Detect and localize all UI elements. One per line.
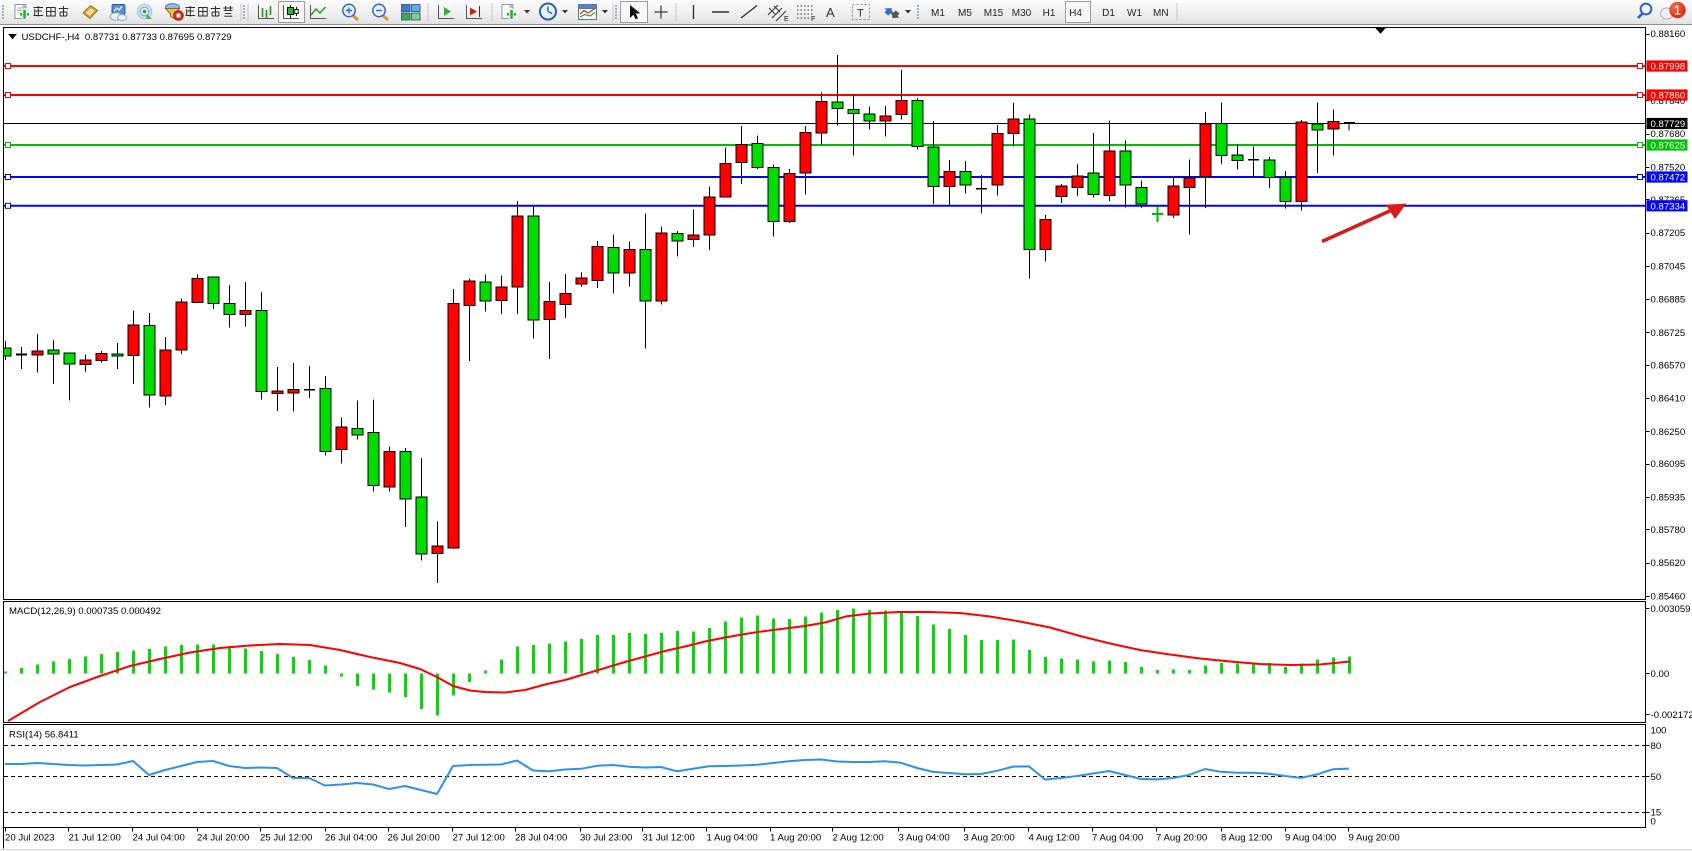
svg-text:RSI(14) 56.8411: RSI(14) 56.8411 [9, 730, 79, 741]
svg-text:0.86095: 0.86095 [1651, 459, 1686, 470]
svg-text:7 Aug 04:00: 7 Aug 04:00 [1092, 833, 1143, 844]
svg-text:30 Jul 23:00: 30 Jul 23:00 [580, 833, 632, 844]
svg-text:7 Aug 20:00: 7 Aug 20:00 [1156, 833, 1207, 844]
svg-text:D1: D1 [1102, 8, 1115, 19]
svg-text:50: 50 [1651, 772, 1662, 783]
svg-text:20 Jul 2023: 20 Jul 2023 [5, 833, 55, 844]
svg-text:0.86570: 0.86570 [1651, 360, 1686, 371]
svg-text:0.86725: 0.86725 [1651, 328, 1686, 339]
svg-text:0.85460: 0.85460 [1651, 591, 1686, 602]
svg-text:28 Jul 04:00: 28 Jul 04:00 [515, 833, 567, 844]
svg-text:0.85620: 0.85620 [1651, 558, 1686, 569]
svg-text:USDCHF-,H4 0.87731 0.87733 0.: USDCHF-,H4 0.87731 0.87733 0.87695 0.877… [22, 32, 232, 43]
svg-text:9 Aug 20:00: 9 Aug 20:00 [1349, 833, 1400, 844]
svg-text:26 Jul 04:00: 26 Jul 04:00 [325, 833, 377, 844]
svg-text:1 Aug 20:00: 1 Aug 20:00 [770, 833, 821, 844]
svg-text:9 Aug 04:00: 9 Aug 04:00 [1285, 833, 1336, 844]
svg-text:15: 15 [1651, 808, 1662, 819]
svg-text:0: 0 [1651, 817, 1656, 828]
svg-text:1 Aug 04:00: 1 Aug 04:00 [707, 833, 758, 844]
svg-text:0.87045: 0.87045 [1651, 261, 1686, 272]
svg-text:0.87334: 0.87334 [1651, 201, 1686, 212]
svg-text:100: 100 [1651, 726, 1667, 737]
svg-text:3 Aug 20:00: 3 Aug 20:00 [964, 833, 1015, 844]
svg-text:24 Jul 20:00: 24 Jul 20:00 [197, 833, 249, 844]
svg-text:H1: H1 [1043, 8, 1056, 19]
svg-text:0.87860: 0.87860 [1651, 91, 1686, 102]
svg-text:0.86885: 0.86885 [1651, 295, 1686, 306]
svg-text:0.86250: 0.86250 [1651, 427, 1686, 438]
svg-text:27 Jul 12:00: 27 Jul 12:00 [453, 833, 505, 844]
svg-text:0.85780: 0.85780 [1651, 525, 1686, 536]
svg-text:W1: W1 [1127, 8, 1142, 19]
svg-text:0.87729: 0.87729 [1651, 119, 1686, 130]
svg-text:24 Jul 04:00: 24 Jul 04:00 [133, 833, 185, 844]
svg-text:0.87520: 0.87520 [1651, 163, 1686, 174]
svg-text:26 Jul 20:00: 26 Jul 20:00 [388, 833, 440, 844]
svg-text:8 Aug 12:00: 8 Aug 12:00 [1221, 833, 1272, 844]
svg-text:25 Jul 12:00: 25 Jul 12:00 [260, 833, 312, 844]
svg-text:80: 80 [1651, 741, 1662, 752]
svg-text:-0.002172: -0.002172 [1651, 710, 1692, 721]
svg-text:0.003059: 0.003059 [1651, 604, 1691, 615]
svg-text:0.87998: 0.87998 [1651, 62, 1686, 73]
svg-text:M30: M30 [1012, 8, 1032, 19]
svg-text:31 Jul 12:00: 31 Jul 12:00 [643, 833, 695, 844]
svg-text:4 Aug 12:00: 4 Aug 12:00 [1029, 833, 1080, 844]
svg-text:1: 1 [1674, 3, 1681, 18]
svg-text:H4: H4 [1069, 8, 1082, 19]
svg-text:MN: MN [1153, 8, 1169, 19]
svg-text:M5: M5 [958, 8, 972, 19]
svg-text:21 Jul 12:00: 21 Jul 12:00 [69, 833, 121, 844]
svg-text:0.87625: 0.87625 [1651, 141, 1686, 152]
svg-text:A: A [826, 5, 835, 20]
svg-text:MACD(12,26,9) 0.000735 0.00049: MACD(12,26,9) 0.000735 0.000492 [9, 606, 161, 617]
svg-text:E: E [784, 16, 789, 23]
svg-text:0.87840: 0.87840 [1651, 96, 1686, 107]
svg-text:0.88160: 0.88160 [1651, 29, 1686, 40]
svg-text:2 Aug 12:00: 2 Aug 12:00 [833, 833, 884, 844]
svg-text:3 Aug 04:00: 3 Aug 04:00 [899, 833, 950, 844]
svg-text:M15: M15 [984, 8, 1004, 19]
svg-text:0.87205: 0.87205 [1651, 228, 1686, 239]
svg-text:F: F [811, 16, 815, 23]
svg-text:0.00: 0.00 [1651, 669, 1670, 680]
svg-text:M1: M1 [931, 8, 945, 19]
svg-text:T: T [857, 8, 864, 20]
svg-text:0.87472: 0.87472 [1651, 173, 1686, 184]
svg-text:0.87680: 0.87680 [1651, 129, 1686, 140]
svg-text:0.85935: 0.85935 [1651, 493, 1686, 504]
svg-text:0.86410: 0.86410 [1651, 394, 1686, 405]
